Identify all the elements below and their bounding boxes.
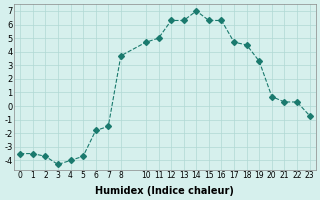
X-axis label: Humidex (Indice chaleur): Humidex (Indice chaleur): [95, 186, 234, 196]
